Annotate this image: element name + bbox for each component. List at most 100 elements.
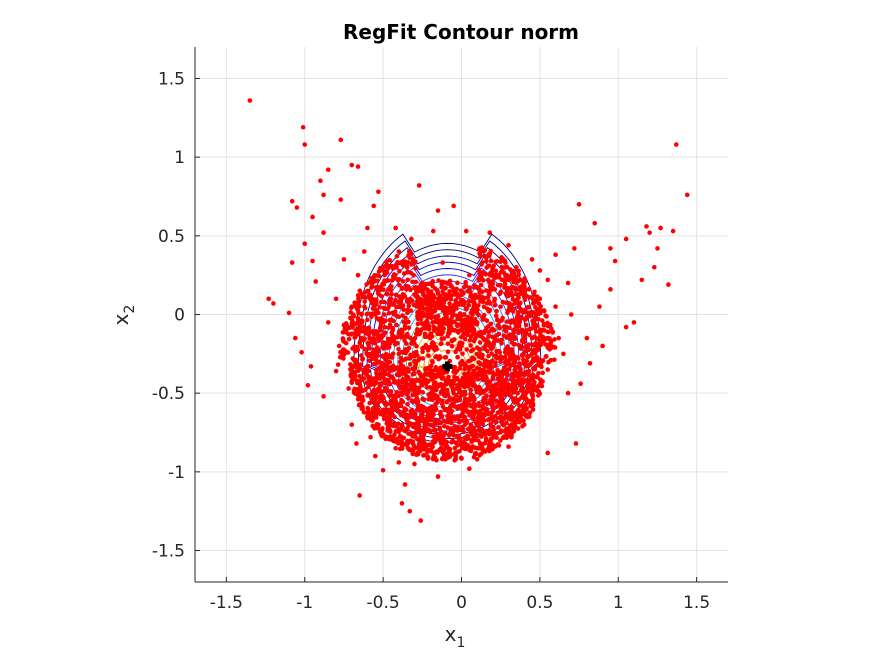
data-point — [338, 137, 344, 143]
data-point — [461, 330, 467, 336]
data-point — [432, 380, 437, 385]
data-point — [533, 348, 539, 354]
data-point — [565, 280, 571, 286]
data-point — [427, 293, 432, 299]
data-point — [408, 377, 413, 383]
data-point — [426, 353, 431, 358]
data-point — [528, 376, 534, 382]
data-point — [540, 379, 545, 384]
data-point — [462, 336, 468, 342]
data-point — [465, 372, 471, 378]
data-point — [321, 192, 326, 198]
data-point — [410, 440, 415, 446]
data-point — [271, 301, 276, 306]
data-point — [448, 410, 454, 416]
data-point — [370, 340, 375, 345]
data-point — [452, 287, 458, 293]
data-point — [305, 383, 311, 388]
data-point — [495, 442, 501, 447]
data-point — [397, 268, 402, 274]
data-point — [343, 329, 348, 335]
data-point — [434, 372, 439, 378]
data-point — [482, 440, 488, 446]
data-point — [357, 366, 363, 371]
data-point — [447, 406, 452, 412]
data-point — [387, 359, 393, 365]
data-point — [479, 273, 484, 279]
data-point — [536, 311, 542, 317]
center-marker-v — [444, 361, 450, 372]
data-point — [456, 433, 462, 439]
data-point — [538, 327, 543, 333]
data-point — [494, 333, 499, 338]
data-point — [462, 366, 467, 372]
data-point — [463, 376, 469, 382]
data-point — [684, 192, 690, 198]
data-point — [360, 406, 365, 412]
data-point — [503, 413, 509, 419]
data-point — [480, 421, 485, 427]
data-point — [430, 375, 435, 381]
data-point — [397, 369, 403, 375]
data-point — [439, 389, 444, 394]
y-tick-label: 0 — [174, 306, 185, 326]
data-point — [440, 289, 445, 295]
data-point — [400, 424, 405, 429]
data-point — [396, 346, 401, 352]
data-point — [608, 246, 613, 251]
data-point — [358, 377, 364, 383]
data-point — [380, 426, 385, 431]
data-point — [584, 335, 590, 341]
data-point — [467, 376, 473, 382]
data-point — [504, 390, 510, 396]
data-point — [445, 331, 451, 336]
data-point — [469, 424, 475, 430]
data-point — [488, 410, 494, 416]
data-point — [552, 357, 557, 363]
data-point — [492, 302, 498, 308]
data-point — [338, 197, 344, 202]
data-point — [341, 257, 347, 262]
data-point — [507, 432, 512, 438]
data-point — [349, 380, 355, 386]
data-point — [459, 292, 464, 298]
data-point — [354, 441, 359, 446]
data-point — [430, 302, 436, 308]
data-point — [459, 358, 465, 364]
data-point — [545, 450, 551, 456]
data-point — [484, 393, 489, 399]
data-point — [402, 350, 407, 356]
data-point — [435, 450, 440, 455]
data-point — [367, 328, 372, 334]
data-point — [355, 293, 361, 298]
data-point — [438, 370, 444, 375]
data-point — [413, 392, 419, 398]
data-point — [366, 392, 371, 398]
data-point — [459, 297, 465, 303]
data-point — [478, 410, 483, 416]
data-point — [498, 399, 503, 404]
data-point — [523, 344, 529, 349]
data-point — [377, 304, 383, 310]
data-point — [527, 372, 532, 378]
data-point — [459, 301, 464, 307]
data-point — [509, 404, 515, 410]
data-point — [463, 283, 469, 289]
data-point — [464, 347, 470, 352]
data-point — [445, 349, 451, 355]
data-point — [396, 249, 402, 254]
data-point — [503, 300, 509, 306]
data-point — [318, 178, 323, 184]
data-point — [336, 343, 342, 349]
data-point — [385, 425, 391, 430]
data-point — [383, 318, 388, 324]
data-point — [374, 370, 379, 376]
data-point — [299, 349, 304, 355]
data-point — [476, 354, 482, 359]
data-point — [461, 312, 467, 317]
data-point — [493, 363, 498, 369]
data-point — [493, 398, 499, 404]
data-point — [425, 422, 430, 427]
data-point — [396, 429, 402, 435]
data-point — [366, 382, 372, 387]
